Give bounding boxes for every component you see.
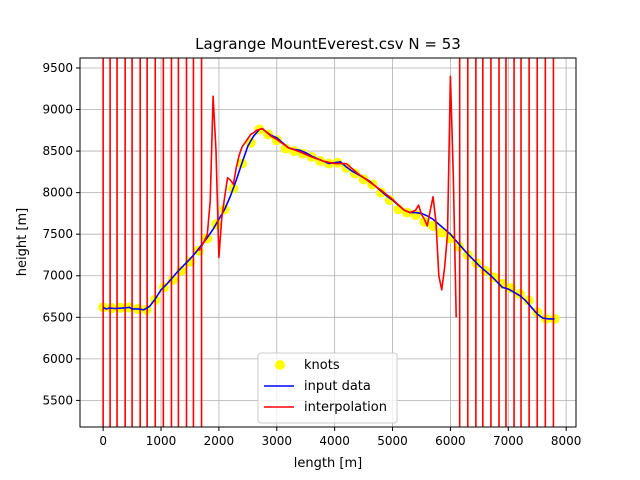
x-tick-label: 8000 — [551, 434, 582, 448]
legend-knots-label: knots — [304, 358, 340, 373]
y-tick-label: 7500 — [42, 227, 73, 241]
axes-frame — [79, 57, 577, 428]
x-axis-label: length [m] — [294, 456, 362, 471]
x-tick-label: 1000 — [146, 434, 177, 448]
legend-input-data-label: input data — [304, 379, 371, 394]
y-axis-label: height [m] — [15, 208, 30, 276]
y-tick-label: 9000 — [42, 103, 73, 117]
x-tick-label: 7000 — [493, 434, 524, 448]
x-tick-label: 0 — [99, 434, 107, 448]
y-tick-label: 9500 — [42, 61, 73, 75]
knot-point — [384, 195, 395, 206]
x-tick-label: 2000 — [204, 434, 235, 448]
x-tick-label: 3000 — [262, 434, 293, 448]
interpolation-line — [197, 75, 457, 318]
plot-area — [98, 58, 560, 427]
knot-point — [184, 256, 195, 267]
y-tick-label: 5500 — [42, 393, 73, 407]
x-tick-label: 4000 — [319, 434, 350, 448]
x-axis-ticks: 0 1000 2000 3000 4000 5000 6000 7000 8000 — [99, 427, 581, 448]
y-tick-label: 8500 — [42, 144, 73, 158]
legend-interpolation-label: interpolation — [304, 400, 387, 415]
knot-point — [436, 227, 447, 238]
knot-point — [514, 289, 525, 300]
x-tick-label: 6000 — [435, 434, 466, 448]
y-tick-label: 7000 — [42, 269, 73, 283]
knot-point — [167, 274, 178, 285]
knot-point — [497, 279, 508, 290]
y-tick-label: 6000 — [42, 352, 73, 366]
legend-box — [257, 352, 398, 424]
knot-point — [375, 187, 386, 198]
y-axis-ticks: 5500 6000 6500 7000 7500 8000 8500 9000 9500 — [42, 61, 80, 407]
y-tick-label: 6500 — [42, 310, 73, 324]
knot-point — [280, 143, 291, 154]
chart-title: Lagrange MountEverest.csv N = 53 — [195, 35, 461, 53]
legend-knots-marker — [275, 360, 285, 370]
x-tick-label: 5000 — [377, 434, 408, 448]
y-tick-label: 8000 — [42, 186, 73, 200]
legend: knots input data interpolation — [257, 352, 398, 424]
